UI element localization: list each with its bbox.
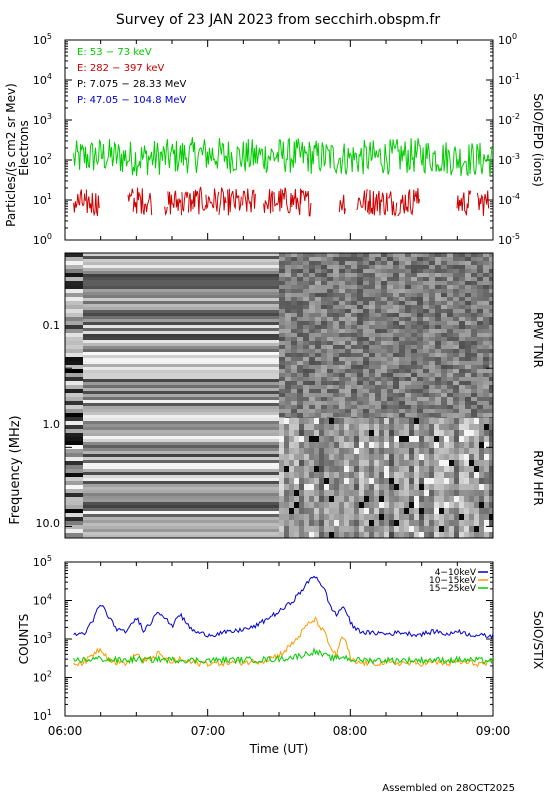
electrons-282-397kev-line [73,186,490,218]
stix-tick-1: 102 [33,670,52,685]
stix-legend: 4−10keV 10−15keV 15−25keV [429,568,488,594]
red-segment [167,190,183,216]
red-segment [227,188,242,216]
red-segment [139,188,153,216]
legend-p-47-104: P: 47.05 − 104.8 MeV [77,95,187,106]
red-segment [356,189,368,211]
stix-series [73,575,493,668]
radio-ticks [65,367,493,527]
red-segment [456,190,472,216]
red-segment [218,187,227,215]
radio-tick-1-0: 1.0 [43,418,61,431]
red-segment [192,186,207,215]
red-segment [272,188,283,212]
radio-tick-10-0: 10.0 [36,517,61,530]
x-axis-label: Time (UT) [249,742,309,756]
red-segment [294,188,302,215]
radio-uniform-bands [65,253,279,538]
particles-ylabel-electrons: Electrons [17,120,31,175]
red-segment [164,206,168,216]
particles-right-tick-0: 10-5 [498,232,520,247]
red-segment [402,189,416,216]
stix-ylabel: COUNTS [17,614,31,665]
x-tick-0700: 07:00 [191,724,226,738]
red-segment [73,189,86,213]
hfr-noise [279,418,493,538]
red-segment [282,187,295,214]
assembled-footer: Assembled on 28OCT2025 [382,783,515,794]
particles-left-tick-4: 104 [33,72,52,87]
red-segment [397,194,404,217]
red-segment [205,188,220,212]
red-segment [387,191,398,218]
legend-4-10kev: 4−10keV [435,568,477,578]
particles-left-tick-2: 102 [33,152,52,167]
legend-e-282-397: E: 282 − 397 keV [77,63,165,74]
particles-right-tick-3: 10-2 [498,112,520,127]
radio-ylabel: Frequency (MHz) [8,415,23,524]
particles-right-tick-5: 100 [498,32,517,47]
particles-left-tick-0: 100 [33,232,52,247]
red-segment [338,194,346,215]
red-segment [187,193,194,213]
rpw-hfr-label: RPW HFR [531,450,545,506]
x-tick-0600: 06:00 [48,724,83,738]
red-segment [300,189,312,217]
stix-plot-frame [64,561,494,717]
tnr-noise [279,253,493,421]
red-segment [127,188,134,202]
particles-left-tick-3: 103 [33,112,52,127]
particles-left-tick-5: 105 [33,32,52,47]
red-segment [85,189,100,217]
legend-p-7-28: P: 7.075 − 28.33 MeV [77,79,187,90]
particles-ticks [64,39,494,241]
stix-right-label: SolO/STIX [531,611,545,670]
red-segment [241,188,256,213]
stix-4-10kev-line [73,575,493,640]
legend-10-15kev: 10−15keV [429,576,477,586]
legend-15-25kev: 15−25keV [429,584,477,594]
red-segment [132,187,140,214]
x-axis: 06:00 07:00 08:00 09:00 Time (UT) [48,724,511,756]
stix-15-25kev-line [73,646,493,665]
stix-tick-labels: 101 102 103 104 105 [33,554,52,723]
particles-left-tick-labels: 100 101 102 103 104 105 [33,32,52,247]
stix-tick-0: 101 [33,708,52,723]
red-segment [476,190,490,216]
radio-panel: 0.1 1.0 10.0 Frequency (MHz) RPW TNR RPW… [8,252,545,539]
red-segment [375,190,381,214]
stix-10-15kev-line [73,616,493,668]
stix-tick-2: 103 [33,631,52,646]
x-tick-0800: 08:00 [333,724,368,738]
particles-right-label: SolO/EPD (ions) [531,93,545,187]
stix-tick-4: 105 [33,554,52,569]
particles-left-tick-1: 101 [33,192,52,207]
figure-title: Survey of 23 JAN 2023 from secchirh.obsp… [116,12,440,28]
particles-ylabel: Particles/(s cm2 sr Mev) [4,83,18,227]
electrons-53-73kev-line [73,137,493,177]
red-segment [379,192,389,216]
particles-right-tick-1: 10-4 [498,192,520,207]
particles-legend: E: 53 − 73 keV E: 282 − 397 keV P: 7.075… [77,47,187,106]
rpw-tnr-label: RPW TNR [531,312,545,368]
stix-ticks [64,561,494,717]
red-segment [366,189,377,216]
particles-right-tick-labels: 10-5 10-4 10-3 10-2 10-1 100 [498,32,520,247]
particles-right-tick-2: 10-3 [498,152,520,167]
stix-panel: 101 102 103 104 105 4−10keV 10−15keV 15−25ke… [17,554,545,723]
red-segment [263,189,274,214]
legend-e-53-73: E: 53 − 73 keV [77,47,152,58]
red-segment [414,187,421,204]
x-tick-0900: 09:00 [476,724,511,738]
particles-right-tick-4: 10-1 [498,72,520,87]
radio-tick-0-1: 0.1 [43,319,61,332]
red-segment [181,191,189,213]
stix-tick-3: 104 [33,593,52,608]
radio-plot-frame [64,252,494,539]
